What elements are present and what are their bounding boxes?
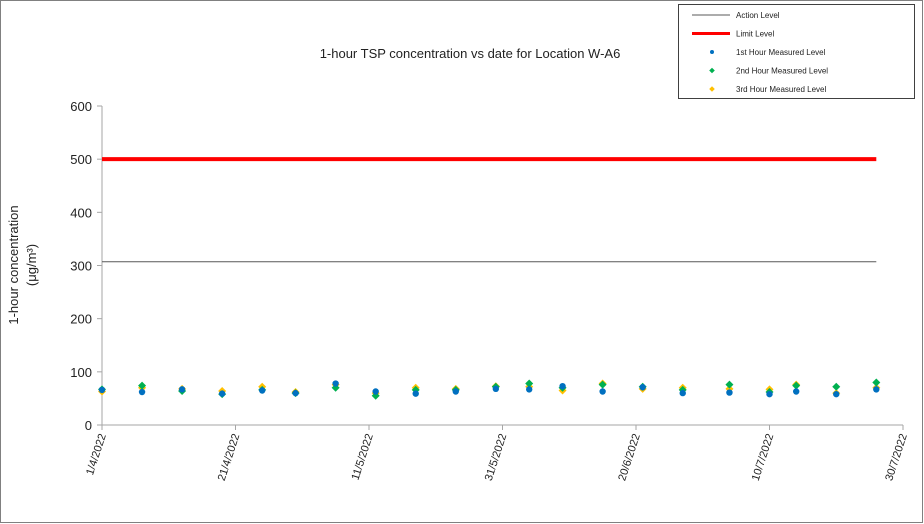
legend-marker — [710, 50, 714, 54]
data-point — [766, 390, 773, 398]
data-point — [138, 388, 146, 396]
data-point — [525, 379, 534, 388]
legend-marker — [709, 86, 715, 92]
data-point — [873, 386, 880, 393]
data-point — [259, 387, 266, 394]
data-point — [792, 381, 801, 390]
data-point — [793, 388, 800, 395]
y-tick-label: 400 — [70, 205, 92, 220]
data-point — [639, 384, 646, 391]
y-tick-label: 500 — [70, 152, 92, 167]
data-point — [452, 388, 459, 395]
data-point — [726, 389, 733, 396]
data-point — [412, 390, 419, 397]
legend — [678, 4, 915, 99]
y-tick-label: 600 — [70, 99, 92, 114]
data-point — [218, 390, 226, 397]
data-point — [178, 386, 186, 393]
data-point — [526, 386, 533, 393]
data-point — [679, 389, 686, 397]
data-point — [872, 378, 881, 387]
chart-title: 1-hour TSP concentration vs date for Loc… — [320, 46, 621, 61]
legend-label: Action Level — [736, 11, 780, 20]
data-point — [559, 382, 566, 390]
y-tick-label: 200 — [70, 312, 92, 327]
data-point — [833, 390, 840, 398]
data-point — [725, 380, 734, 389]
data-point — [598, 380, 607, 389]
legend-marker — [709, 67, 715, 74]
data-point — [98, 386, 106, 394]
data-point — [832, 382, 841, 391]
legend-label: 3rd Hour Measured Level — [736, 85, 826, 94]
data-point — [138, 381, 147, 390]
legend-label: Limit Level — [736, 30, 774, 39]
y-tick-label: 0 — [85, 418, 92, 433]
y-tick-label: 100 — [70, 365, 92, 380]
y-axis-label: 1-hour concentration — [6, 205, 21, 324]
legend-label: 1st Hour Measured Level — [736, 48, 826, 57]
data-point — [372, 388, 379, 395]
data-point — [292, 389, 299, 397]
y-tick-label: 300 — [70, 259, 92, 274]
legend-label: 2nd Hour Measured Level — [736, 67, 828, 76]
data-point — [332, 380, 339, 387]
y-axis-unit: (μg/m³) — [24, 244, 39, 286]
data-point — [599, 388, 606, 395]
data-point — [492, 385, 500, 393]
